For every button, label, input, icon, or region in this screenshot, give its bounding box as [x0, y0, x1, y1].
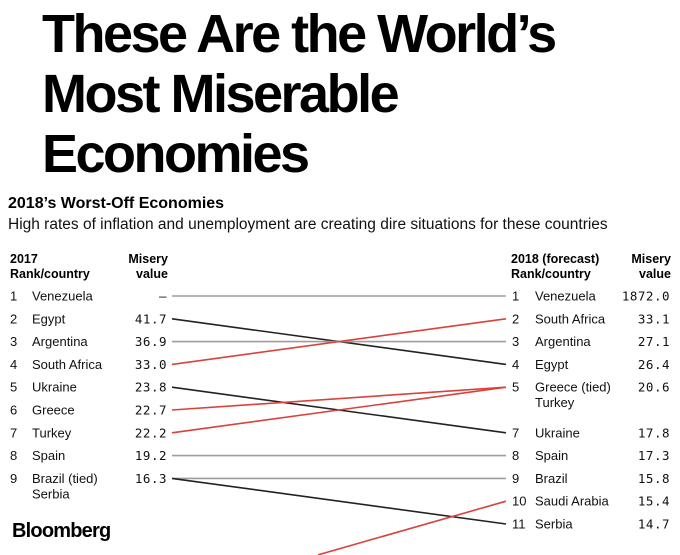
left-header-misery-value-text: Misery value — [128, 252, 168, 281]
left-country: Greece — [32, 403, 75, 418]
right-value: 17.3 — [638, 448, 670, 463]
left-country: Argentina — [32, 334, 88, 349]
right-rank: 4 — [512, 357, 519, 372]
left-value: 22.2 — [135, 425, 167, 440]
right-header-misery-value-text: Misery value — [631, 252, 671, 281]
headline: These Are the World’s Most Miserable Eco… — [42, 4, 557, 184]
left-header-rank-country: 2017 Rank/country — [10, 252, 90, 282]
left-header-misery-value: Misery value — [126, 252, 168, 282]
slope-line — [171, 318, 507, 366]
right-header-rank-country: 2018 (forecast) Rank/country — [511, 252, 599, 282]
right-country: Brazil — [535, 471, 568, 486]
left-value: 23.8 — [135, 380, 167, 395]
right-value: 15.8 — [638, 471, 670, 486]
right-country: Spain — [535, 448, 568, 463]
right-country: Ukraine — [535, 425, 580, 440]
slope-line — [171, 386, 507, 434]
slope-line — [317, 500, 507, 555]
left-header-rank-country-text: 2017 Rank/country — [10, 252, 90, 281]
left-country: Ukraine — [32, 380, 77, 395]
right-rank: 7 — [512, 425, 519, 440]
left-rank: 9 — [10, 471, 17, 486]
left-country: Brazil (tied) Serbia — [32, 471, 98, 502]
left-rank: 3 — [10, 334, 17, 349]
right-country: Egypt — [535, 357, 569, 372]
left-value: 16.3 — [135, 471, 167, 486]
right-header-misery-value: Misery value — [623, 252, 671, 282]
right-value: 14.7 — [638, 517, 670, 532]
left-value: – — [159, 289, 167, 304]
links-layer — [171, 295, 507, 555]
left-rank: 5 — [10, 380, 17, 395]
right-value: 17.8 — [638, 425, 670, 440]
right-rank: 8 — [512, 448, 519, 463]
bloomberg-logo: Bloomberg — [12, 520, 111, 542]
left-value: 19.2 — [135, 448, 167, 463]
right-rank: 10 — [512, 494, 526, 509]
right-country: Venezuela — [535, 289, 596, 304]
chart-description: High rates of inflation and unemployment… — [8, 216, 608, 233]
left-country: South Africa — [32, 357, 103, 372]
right-value: 26.4 — [638, 357, 670, 372]
right-column: 1 Venezuela 1872.0 2 South Africa 33.1 3 Argent… — [512, 289, 670, 532]
right-country: South Africa — [535, 311, 606, 326]
left-country: Venezuela — [32, 289, 93, 304]
slope-line — [171, 386, 507, 411]
right-rank: 5 — [512, 380, 519, 395]
right-country: Saudi Arabia — [535, 494, 609, 509]
right-country: Greece (tied) Turkey — [535, 380, 611, 411]
right-country: Argentina — [535, 334, 591, 349]
left-rank: 7 — [10, 425, 17, 440]
right-value: 27.1 — [638, 334, 670, 349]
left-rank: 8 — [10, 448, 17, 463]
chart-subtitle: 2018’s Worst-Off Economies — [8, 195, 225, 212]
right-country: Serbia — [535, 517, 573, 532]
left-rank: 6 — [10, 403, 17, 418]
left-rank: 2 — [10, 311, 17, 326]
right-rank: 2 — [512, 311, 519, 326]
left-column: 1 Venezuela – 2 Egypt 41.7 3 Argentina 36.9 4 Sout… — [10, 289, 167, 502]
right-header-rank-country-text: 2018 (forecast) Rank/country — [511, 252, 600, 281]
right-rank: 3 — [512, 334, 519, 349]
left-rank: 4 — [10, 357, 17, 372]
slope-line — [171, 477, 507, 525]
left-value: 22.7 — [135, 403, 167, 418]
left-rank: 1 — [10, 289, 17, 304]
right-value: 1872.0 — [622, 289, 670, 304]
left-value: 41.7 — [135, 311, 167, 326]
right-rank: 11 — [512, 517, 526, 532]
left-country: Egypt — [32, 311, 66, 326]
left-country: Turkey — [32, 425, 72, 440]
left-value: 36.9 — [135, 334, 167, 349]
right-rank: 1 — [512, 289, 519, 304]
right-value: 20.6 — [638, 380, 670, 395]
right-value: 33.1 — [638, 311, 670, 326]
left-value: 33.0 — [135, 357, 167, 372]
right-value: 15.4 — [638, 494, 670, 509]
left-country: Spain — [32, 448, 65, 463]
right-rank: 9 — [512, 471, 519, 486]
